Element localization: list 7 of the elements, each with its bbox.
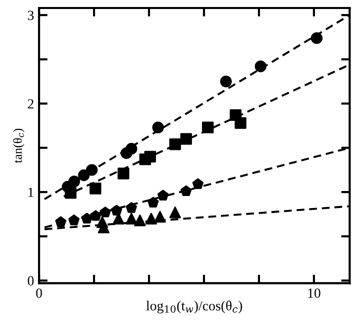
- x-axis-title: log$_{10}$(t$_{w}$)/cos(θ$_{c}$): [146, 300, 242, 314]
- y-tick-label: 2: [28, 99, 34, 108]
- y-axis-title: tan(θ$_{c}$): [12, 128, 24, 163]
- y-tick-label: 3: [28, 10, 34, 20]
- x-tick-label: 10: [308, 288, 320, 298]
- y-tick-label: 0: [28, 276, 34, 286]
- y-tick-label: 1: [28, 188, 34, 197]
